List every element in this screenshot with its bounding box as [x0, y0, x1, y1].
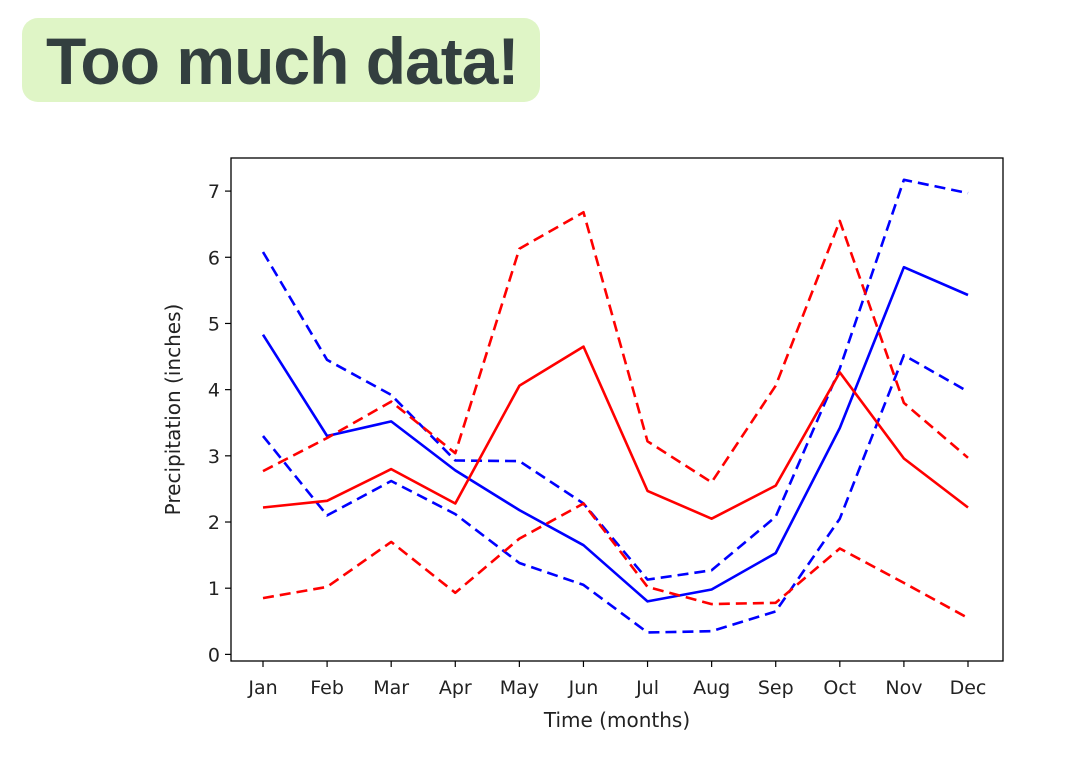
x-tick-label: Aug: [693, 677, 730, 699]
x-tick-label: Jun: [568, 677, 599, 699]
x-tick-label: Dec: [950, 677, 987, 699]
y-tick-label: 3: [208, 446, 220, 468]
series-line-red-mean: [262, 345, 969, 521]
x-tick-label: Nov: [885, 677, 922, 699]
series-line-red-upper: [262, 211, 969, 484]
x-tick-label: Oct: [823, 677, 856, 699]
series-line-blue-upper: [261, 178, 969, 581]
x-tick-label: Apr: [439, 677, 472, 699]
series-line-blue-mean: [261, 265, 969, 603]
y-tick-label: 7: [208, 181, 220, 203]
x-tick-label: Jan: [247, 677, 277, 699]
x-tick-label: Jul: [635, 677, 659, 699]
x-tick-label: May: [500, 677, 539, 699]
x-tick-label: Mar: [373, 677, 409, 699]
y-axis-label: Precipitation (inches): [161, 304, 185, 516]
x-axis-label: Time (months): [543, 708, 690, 732]
x-tick-label: Feb: [310, 677, 344, 699]
y-tick-label: 2: [208, 512, 220, 534]
slide-title: Too much data!: [22, 18, 541, 102]
y-tick-label: 5: [208, 313, 220, 335]
series-line-blue-lower: [261, 353, 969, 634]
y-tick-label: 4: [208, 380, 220, 402]
y-tick-label: 6: [208, 247, 220, 269]
plot-frame: [230, 157, 1004, 662]
y-tick-label: 1: [208, 578, 220, 600]
series-line-red-lower: [262, 502, 969, 620]
x-tick-label: Sep: [758, 677, 794, 699]
y-tick-label: 0: [208, 644, 220, 666]
